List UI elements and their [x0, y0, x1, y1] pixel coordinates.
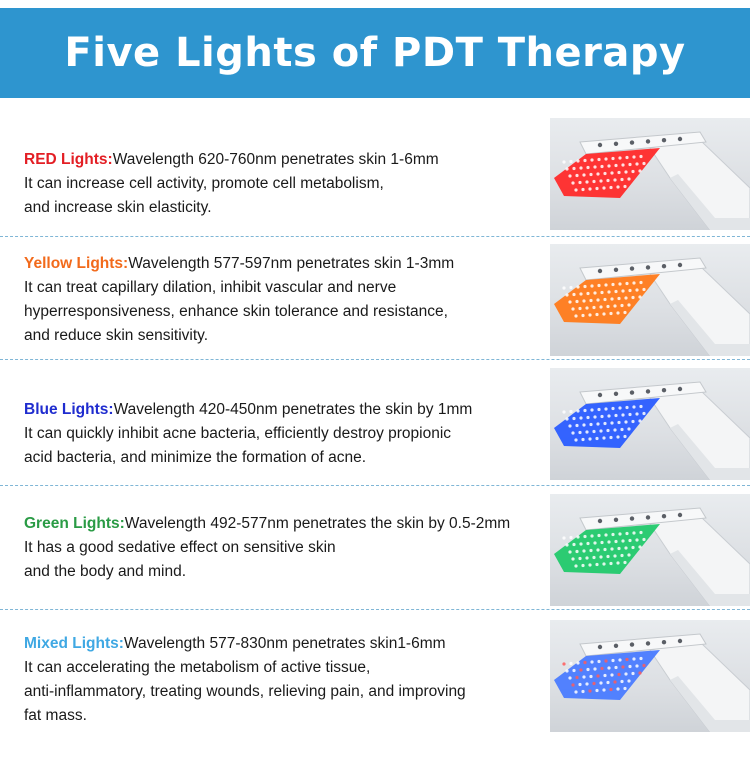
light-description-green: Green Lights:Wavelength 492-577nm penetr…: [24, 512, 564, 584]
light-wavelength-red: Wavelength 620-760nm penetrates skin 1-6…: [112, 151, 439, 168]
red-led-panel-image: [550, 118, 750, 230]
light-label-green: Green Lights:: [24, 515, 125, 532]
light-label-yellow: Yellow Lights:: [24, 255, 129, 272]
light-wavelength-green: Wavelength 492-577nm penetrates the skin…: [124, 515, 511, 532]
yellow-led-panel-image: [550, 244, 750, 356]
light-label-red: RED Lights:: [24, 151, 113, 168]
light-effect-line: It can accelerating the metabolism of ac…: [24, 659, 371, 676]
light-description-yellow: Yellow Lights:Wavelength 577-597nm penet…: [24, 252, 554, 348]
light-wavelength-yellow: Wavelength 577-597nm penetrates skin 1-3…: [128, 255, 455, 272]
light-description-mixed: Mixed Lights:Wavelength 577-830nm penetr…: [24, 632, 554, 728]
light-effect-line: It can quickly inhibit acne bacteria, ef…: [24, 425, 452, 442]
light-description-red: RED Lights:Wavelength 620-760nm penetrat…: [24, 148, 554, 220]
green-led-panel-image: [550, 494, 750, 606]
mixed-led-panel-image: [550, 620, 750, 732]
light-effect-line: and reduce skin sensitivity.: [24, 327, 209, 344]
section-divider: [0, 609, 750, 610]
blue-led-panel-image: [550, 368, 750, 480]
light-effect-line: It can treat capillary dilation, inhibit…: [24, 279, 397, 296]
light-label-mixed: Mixed Lights:: [24, 635, 124, 652]
section-divider: [0, 485, 750, 486]
light-effect-line: acid bacteria, and minimize the formatio…: [24, 449, 367, 466]
section-divider: [0, 236, 750, 237]
page-header: Five Lights of PDT Therapy: [0, 8, 750, 98]
light-effect-line: hyperresponsiveness, enhance skin tolera…: [24, 303, 448, 320]
light-effect-line: and increase skin elasticity.: [24, 199, 212, 216]
light-effect-line: and the body and mind.: [24, 563, 187, 580]
light-effect-line: It has a good sedative effect on sensiti…: [24, 539, 336, 556]
page-title: Five Lights of PDT Therapy: [64, 30, 686, 76]
light-label-blue: Blue Lights:: [24, 401, 114, 418]
light-description-blue: Blue Lights:Wavelength 420-450nm penetra…: [24, 398, 554, 470]
light-wavelength-blue: Wavelength 420-450nm penetrates the skin…: [113, 401, 473, 418]
light-effect-line: fat mass.: [24, 707, 87, 724]
light-wavelength-mixed: Wavelength 577-830nm penetrates skin1-6m…: [123, 635, 446, 652]
light-effect-line: It can increase cell activity, promote c…: [24, 175, 384, 192]
light-effect-line: anti-inflammatory, treating wounds, reli…: [24, 683, 466, 700]
section-divider: [0, 359, 750, 360]
